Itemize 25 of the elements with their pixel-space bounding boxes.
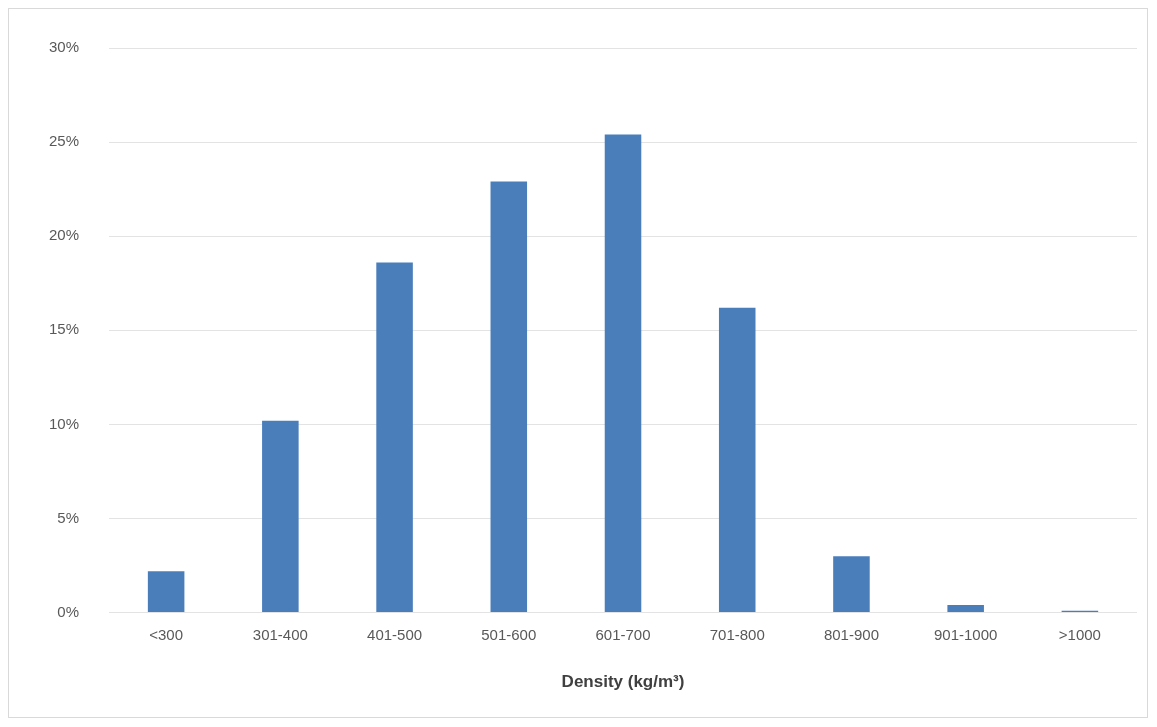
bar <box>833 556 870 613</box>
bar <box>147 571 185 613</box>
y-tick-label: 30% <box>48 38 80 56</box>
y-tick-label: 25% <box>48 132 80 150</box>
y-tick-label: 15% <box>48 320 80 338</box>
x-tick-label: 601-700 <box>595 625 651 643</box>
x-tick-label: 301-400 <box>252 625 308 643</box>
bar <box>718 307 756 613</box>
y-tick-label: 5% <box>57 508 80 526</box>
x-tick-label: >1000 <box>1058 625 1101 643</box>
x-axis-title: Density (kg/m³) <box>561 672 685 692</box>
bar <box>947 605 984 613</box>
bar <box>376 262 413 613</box>
x-tick-label: 801-900 <box>823 625 879 643</box>
x-tick-label: 501-600 <box>481 625 537 643</box>
bar <box>604 134 642 613</box>
y-tick-label: 10% <box>48 414 80 432</box>
x-tick-label: <300 <box>149 625 184 643</box>
bar <box>262 420 299 613</box>
y-tick-label: 20% <box>48 226 80 244</box>
y-tick-label: 0% <box>57 602 80 620</box>
bar <box>490 181 528 613</box>
x-tick-label: 901-1000 <box>933 625 998 643</box>
x-tick-label: 401-500 <box>367 625 423 643</box>
x-tick-label: 701-800 <box>709 625 765 643</box>
